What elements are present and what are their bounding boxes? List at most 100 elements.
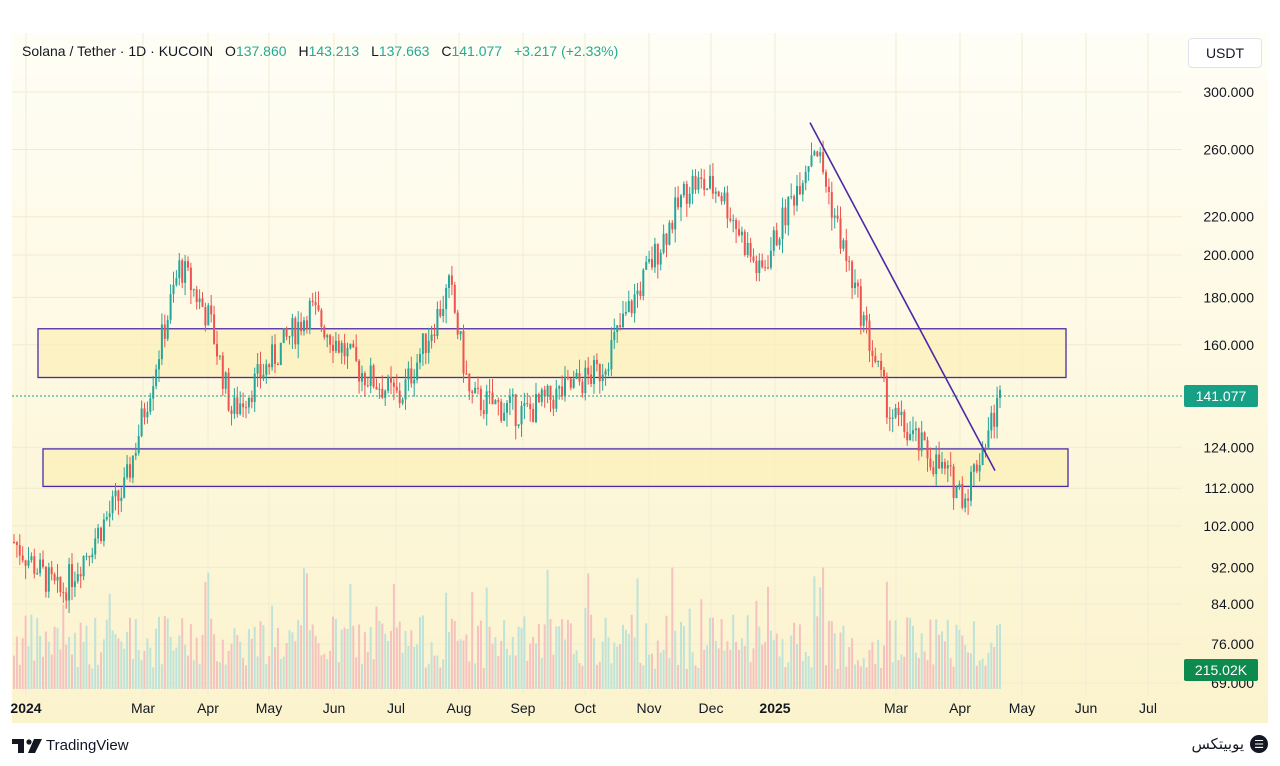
- candle-body: [459, 331, 462, 335]
- volume-bar: [616, 646, 619, 689]
- candle-body: [363, 373, 366, 386]
- candle-body: [894, 407, 897, 418]
- volume-bar: [848, 647, 851, 689]
- volume-bar: [891, 662, 894, 689]
- candle-body: [645, 261, 648, 270]
- candle-body: [735, 220, 738, 229]
- volume-bar: [131, 658, 134, 689]
- volume-bar: [387, 640, 390, 689]
- volume-bar: [62, 604, 65, 689]
- candle-body: [276, 364, 279, 366]
- lower-support-zone[interactable]: [42, 448, 1069, 488]
- descending-trendline[interactable]: [809, 122, 996, 472]
- tradingview-brand-text: TradingView: [46, 737, 129, 754]
- candle-body: [926, 440, 929, 459]
- volume-bar: [523, 616, 526, 689]
- volume-bar: [189, 624, 192, 689]
- volume-bar: [265, 663, 268, 689]
- volume-bar: [149, 647, 152, 689]
- candle-body: [352, 343, 355, 348]
- volume-bar: [506, 648, 508, 689]
- candle-body: [210, 305, 213, 315]
- volume-bar: [337, 662, 340, 689]
- candle-body: [126, 464, 129, 478]
- candle-body: [598, 364, 601, 382]
- volume-bar: [105, 619, 108, 689]
- volume-bar: [111, 630, 114, 689]
- volume-bar: [268, 655, 271, 689]
- candle-body: [946, 465, 949, 469]
- volume-bar: [65, 644, 68, 689]
- volume-bar: [282, 656, 285, 689]
- candle-body: [578, 373, 581, 382]
- volume-bar: [653, 668, 656, 689]
- candle-body: [143, 408, 146, 418]
- volume-bar: [987, 652, 990, 689]
- volume-bar: [978, 660, 981, 689]
- candle-body: [526, 403, 529, 405]
- volume-bar: [419, 617, 421, 689]
- time-axis[interactable]: 2024 Mar Apr May Jun Jul Aug Sep Oct Nov Dec 2025 Ma…: [10, 700, 1157, 716]
- candle-body: [572, 378, 575, 388]
- volume-bar: [819, 587, 822, 689]
- candle-body: [85, 555, 88, 557]
- high-value: 143.213: [308, 43, 360, 59]
- volume-bar: [668, 657, 671, 689]
- candle-body: [134, 453, 137, 456]
- volume-bar: [488, 626, 491, 689]
- candle-body: [796, 186, 798, 206]
- volume-bar: [633, 637, 636, 689]
- candle-body: [648, 259, 651, 262]
- time-tick-label: Mar: [131, 700, 155, 716]
- candle-body: [149, 398, 152, 412]
- candle-body: [268, 364, 271, 368]
- candle-body: [494, 400, 497, 405]
- candle-body: [111, 496, 114, 514]
- volume-bar: [622, 624, 624, 689]
- volume-bar: [613, 642, 616, 689]
- last-price-tag: 141.077: [1184, 385, 1258, 407]
- candle-body: [743, 231, 746, 255]
- candle-body: [346, 348, 349, 357]
- candle-body: [752, 256, 755, 262]
- volume-bar: [82, 642, 85, 689]
- tradingview-brand[interactable]: TradingView: [12, 737, 129, 754]
- candle-body: [804, 171, 807, 184]
- candle-body: [854, 282, 856, 289]
- candle-body: [378, 388, 381, 390]
- volume-bar: [851, 638, 854, 689]
- volume-bar: [18, 664, 21, 689]
- candle-body: [73, 581, 76, 588]
- volume-bar: [839, 632, 842, 689]
- candle-body: [784, 207, 787, 226]
- candle-body: [450, 275, 453, 285]
- volume-bar: [909, 618, 912, 689]
- symbol-title[interactable]: Solana / Tether · 1D · KUCOIN: [22, 43, 214, 59]
- volume-bar: [677, 664, 680, 689]
- low-value: 137.663: [378, 43, 430, 59]
- candle-body: [24, 560, 27, 566]
- candle-body: [349, 343, 352, 349]
- volume-bar: [859, 666, 862, 689]
- candle-body: [613, 331, 616, 341]
- currency-unit-button[interactable]: USDT: [1188, 38, 1262, 68]
- candle-body: [36, 573, 39, 575]
- volume-bar: [88, 664, 91, 689]
- volume-bar: [30, 614, 33, 689]
- volume-bar: [508, 655, 511, 689]
- volume-bar: [320, 655, 323, 689]
- volume-bar: [221, 639, 224, 689]
- volume-bar: [685, 668, 688, 689]
- volume-bar: [700, 599, 703, 689]
- volume-bar: [421, 615, 424, 689]
- upper-resistance-zone[interactable]: [37, 328, 1067, 379]
- volume-bar: [958, 630, 961, 689]
- volume-bar: [694, 665, 697, 689]
- price-tick-label: 84.000: [1211, 596, 1254, 612]
- candle-body: [256, 364, 259, 374]
- candle-body: [987, 430, 990, 448]
- candle-body: [520, 405, 523, 425]
- volume-bar: [366, 651, 369, 689]
- candle-body: [555, 388, 558, 409]
- candle-body: [44, 566, 47, 592]
